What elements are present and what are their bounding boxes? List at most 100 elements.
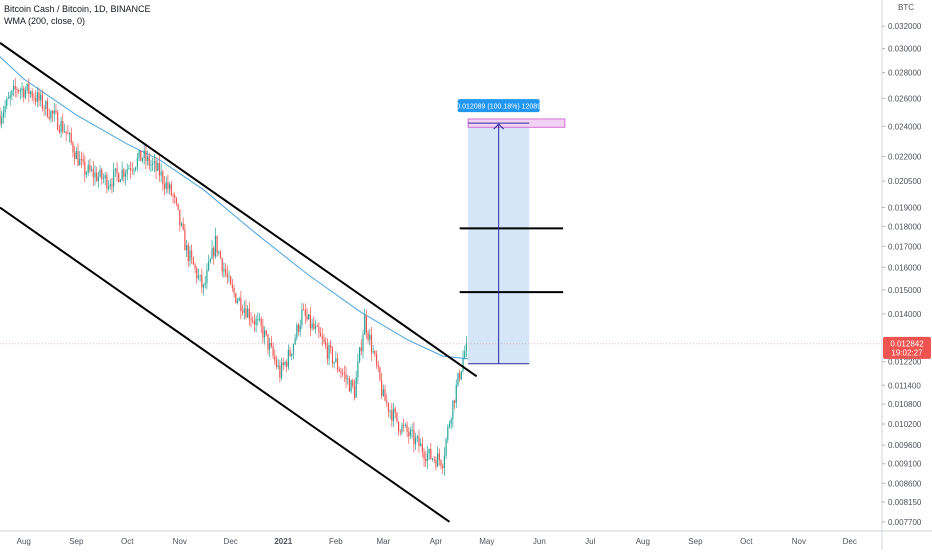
candle-body	[111, 184, 113, 187]
candle-body	[18, 90, 20, 92]
candle-body	[182, 223, 184, 230]
last-price-tag	[883, 336, 931, 359]
candle-body	[275, 360, 278, 368]
candle-body	[102, 178, 105, 180]
candle-body	[272, 346, 274, 356]
candle-body	[462, 358, 464, 372]
price-tick-label: 0.010800	[888, 400, 922, 409]
candle-body	[152, 163, 154, 165]
candle-body	[448, 423, 451, 427]
candle-body	[35, 98, 37, 102]
candle-body	[185, 244, 188, 251]
candle-body	[58, 129, 60, 133]
candle-body	[208, 262, 210, 270]
candle-body	[84, 161, 86, 175]
measure-label-text: 0.012089 (100.18%) 12089	[456, 104, 541, 111]
price-tick-label: 0.016000	[888, 263, 922, 272]
candle-body	[296, 324, 298, 339]
candle-body	[426, 453, 429, 462]
candle-body	[333, 361, 335, 364]
time-tick-label: Aug	[636, 537, 650, 546]
candle-body	[382, 389, 384, 396]
candle-body	[180, 223, 183, 226]
candle-body	[364, 315, 366, 335]
candle-body	[404, 424, 406, 426]
candle-body	[253, 321, 256, 325]
candle-body	[304, 309, 306, 317]
candle-body	[347, 378, 349, 380]
candle-body	[353, 385, 356, 398]
candle-body	[51, 110, 54, 114]
candle-body	[121, 169, 123, 180]
candle-body	[357, 361, 359, 378]
candle-body	[365, 315, 367, 333]
channel-lower-line[interactable]	[0, 206, 451, 523]
candle-body	[24, 90, 27, 98]
candle-body	[191, 250, 193, 258]
candle-body	[9, 95, 11, 98]
measure-arrowhead	[493, 123, 505, 130]
candle-body	[423, 452, 425, 459]
candle-body	[107, 186, 110, 189]
candle-body	[157, 162, 159, 171]
candle-body	[209, 258, 211, 263]
candle-body	[325, 342, 327, 346]
price-tick-label: 0.019000	[888, 204, 922, 213]
candle-body	[340, 371, 342, 374]
candle-body	[197, 275, 200, 279]
candle-body	[252, 320, 254, 322]
candle-body	[211, 248, 213, 259]
candle-body	[165, 182, 167, 189]
candle-body	[231, 284, 233, 289]
candle-body	[226, 273, 228, 278]
candle-body	[235, 293, 237, 303]
candle-body	[411, 429, 413, 431]
candle-body	[187, 244, 189, 261]
candle-body	[367, 332, 369, 340]
candle-body	[289, 350, 291, 356]
candle-body	[282, 362, 284, 365]
candle-body	[60, 121, 62, 133]
indicator-title[interactable]: WMA (200, close, 0)	[4, 16, 86, 26]
candle-body	[65, 131, 67, 134]
candle-body	[326, 345, 328, 359]
candle-body	[199, 274, 201, 276]
candle-body	[372, 351, 374, 353]
candle-body	[447, 426, 449, 440]
candle-body	[316, 326, 318, 328]
channel-upper-line[interactable]	[0, 42, 478, 378]
candle-body	[162, 171, 164, 184]
candle-body	[214, 235, 217, 257]
candle-body	[262, 325, 264, 338]
candle-body	[250, 319, 252, 321]
candle-body	[79, 158, 81, 166]
candle-body	[85, 172, 88, 175]
candle-body	[358, 347, 361, 362]
candle-body	[287, 350, 289, 367]
candle-body	[11, 90, 13, 96]
time-tick-label: Apr	[430, 537, 443, 546]
candle-body	[7, 97, 10, 99]
candle-body	[437, 453, 439, 467]
candle-body	[130, 168, 132, 171]
candle-body	[177, 203, 179, 210]
candle-body	[308, 314, 310, 320]
candle-body	[443, 455, 445, 468]
wma-200-line[interactable]	[0, 56, 469, 360]
price-tick-label: 0.007700	[888, 518, 922, 527]
candle-body	[90, 169, 93, 171]
candle-body	[38, 92, 40, 101]
candle-body	[409, 430, 412, 437]
candle-body	[77, 151, 79, 166]
candle-body	[46, 101, 49, 117]
candle-body	[438, 453, 440, 460]
candle-body	[269, 342, 271, 350]
symbol-title[interactable]: Bitcoin Cash / Bitcoin, 1D, BINANCE	[4, 4, 151, 14]
candle-body	[148, 156, 150, 166]
candle-body	[135, 167, 137, 170]
candle-body	[279, 365, 281, 378]
candle-body	[464, 350, 466, 359]
candle-body	[440, 459, 442, 466]
